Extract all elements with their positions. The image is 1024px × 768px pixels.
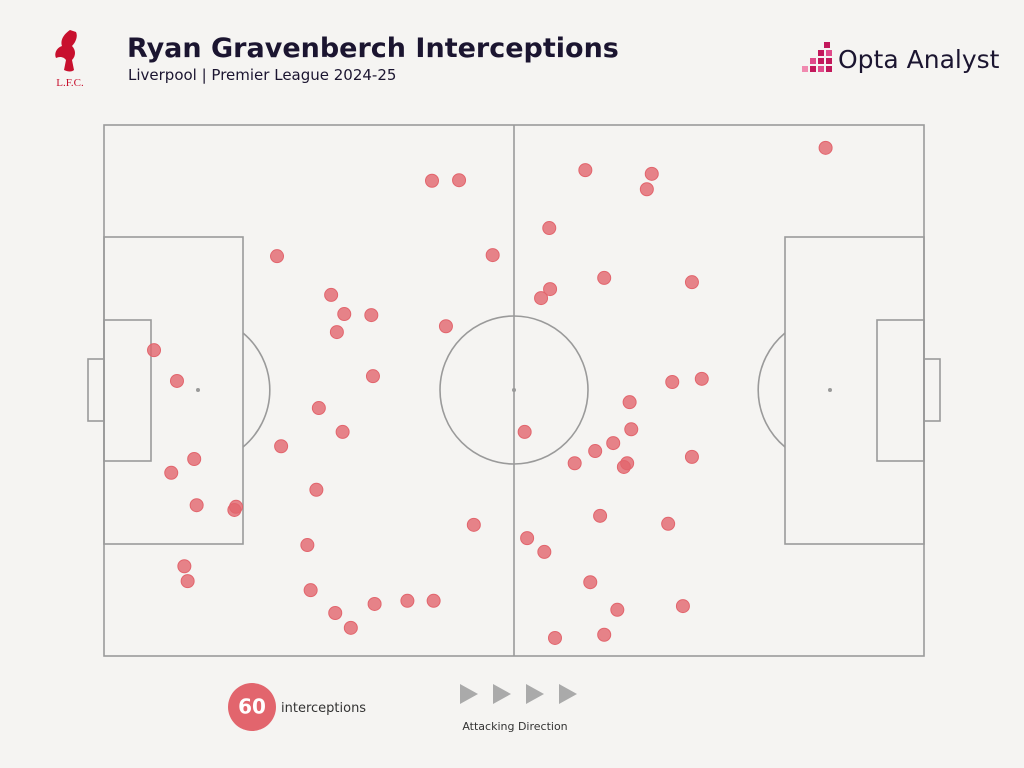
club-logo: L.F.C.	[55, 30, 84, 89]
chart-subtitle: Liverpool | Premier League 2024-25	[128, 66, 396, 84]
interception-dot	[328, 605, 343, 620]
interception-dot	[542, 221, 557, 236]
interception-dot	[438, 319, 453, 334]
interception-dot	[466, 517, 481, 532]
interception-dot	[517, 424, 532, 439]
interception-dot	[675, 599, 690, 614]
interception-dot	[684, 449, 699, 464]
interception-dot	[597, 627, 612, 642]
interception-dot	[303, 583, 318, 598]
interception-dot	[520, 531, 535, 546]
interception-dot	[274, 439, 289, 454]
interception-dot	[367, 596, 382, 611]
interception-dot	[534, 291, 549, 306]
interception-dot	[694, 371, 709, 386]
total-badge	[228, 683, 276, 731]
brand-logo	[802, 42, 832, 72]
interception-dot	[169, 373, 184, 388]
interception-dot	[426, 593, 441, 608]
interception-dot	[537, 544, 552, 559]
interception-dot	[588, 444, 603, 459]
direction-arrows	[460, 684, 577, 704]
brand-name: Opta Analyst	[838, 45, 1000, 74]
interception-dot	[343, 620, 358, 635]
interception-dot	[583, 575, 598, 590]
interception-dot	[364, 308, 379, 323]
interception-dot	[548, 630, 562, 645]
direction-label: Attacking Direction	[462, 720, 567, 733]
interception-dot	[622, 395, 637, 410]
interception-dot	[365, 369, 380, 384]
interception-dot	[644, 166, 659, 181]
interception-dot	[329, 325, 344, 340]
interception-dot	[309, 482, 324, 497]
total-count: 60	[238, 695, 266, 719]
interception-dot	[335, 424, 350, 439]
interception-dot	[624, 422, 639, 437]
interception-dot	[606, 436, 621, 451]
interception-dot	[147, 343, 162, 358]
interception-dot	[684, 275, 699, 290]
interception-dot	[661, 516, 676, 531]
interception-dot	[300, 538, 315, 553]
interception-dot	[578, 163, 593, 178]
interception-dot	[400, 593, 415, 608]
interception-dot	[639, 182, 654, 197]
interception-dot	[610, 602, 625, 617]
interception-dot	[180, 574, 195, 589]
interception-dot	[485, 248, 500, 263]
total-label: interceptions	[281, 701, 366, 716]
interception-dot	[567, 456, 582, 471]
interception-dot	[270, 249, 285, 264]
club-badge-text: L.F.C.	[56, 77, 84, 89]
interception-dot	[177, 559, 192, 574]
pitch	[87, 124, 941, 657]
interception-dot	[425, 173, 439, 188]
interception-dot	[452, 173, 467, 188]
interception-dot	[593, 508, 608, 523]
interception-dot	[337, 307, 352, 322]
interception-dot	[665, 375, 680, 390]
interception-dot	[189, 498, 204, 513]
chart-title: Ryan Gravenberch Interceptions	[127, 33, 619, 64]
interception-dot	[324, 287, 339, 302]
interception-dot	[597, 270, 612, 285]
interception-dot	[311, 401, 326, 416]
interception-dot	[187, 451, 202, 466]
interception-dot	[164, 465, 179, 480]
interception-dot	[543, 282, 558, 297]
interception-dot	[818, 140, 833, 155]
interception-dot	[227, 502, 242, 517]
interception-dot	[616, 459, 631, 474]
